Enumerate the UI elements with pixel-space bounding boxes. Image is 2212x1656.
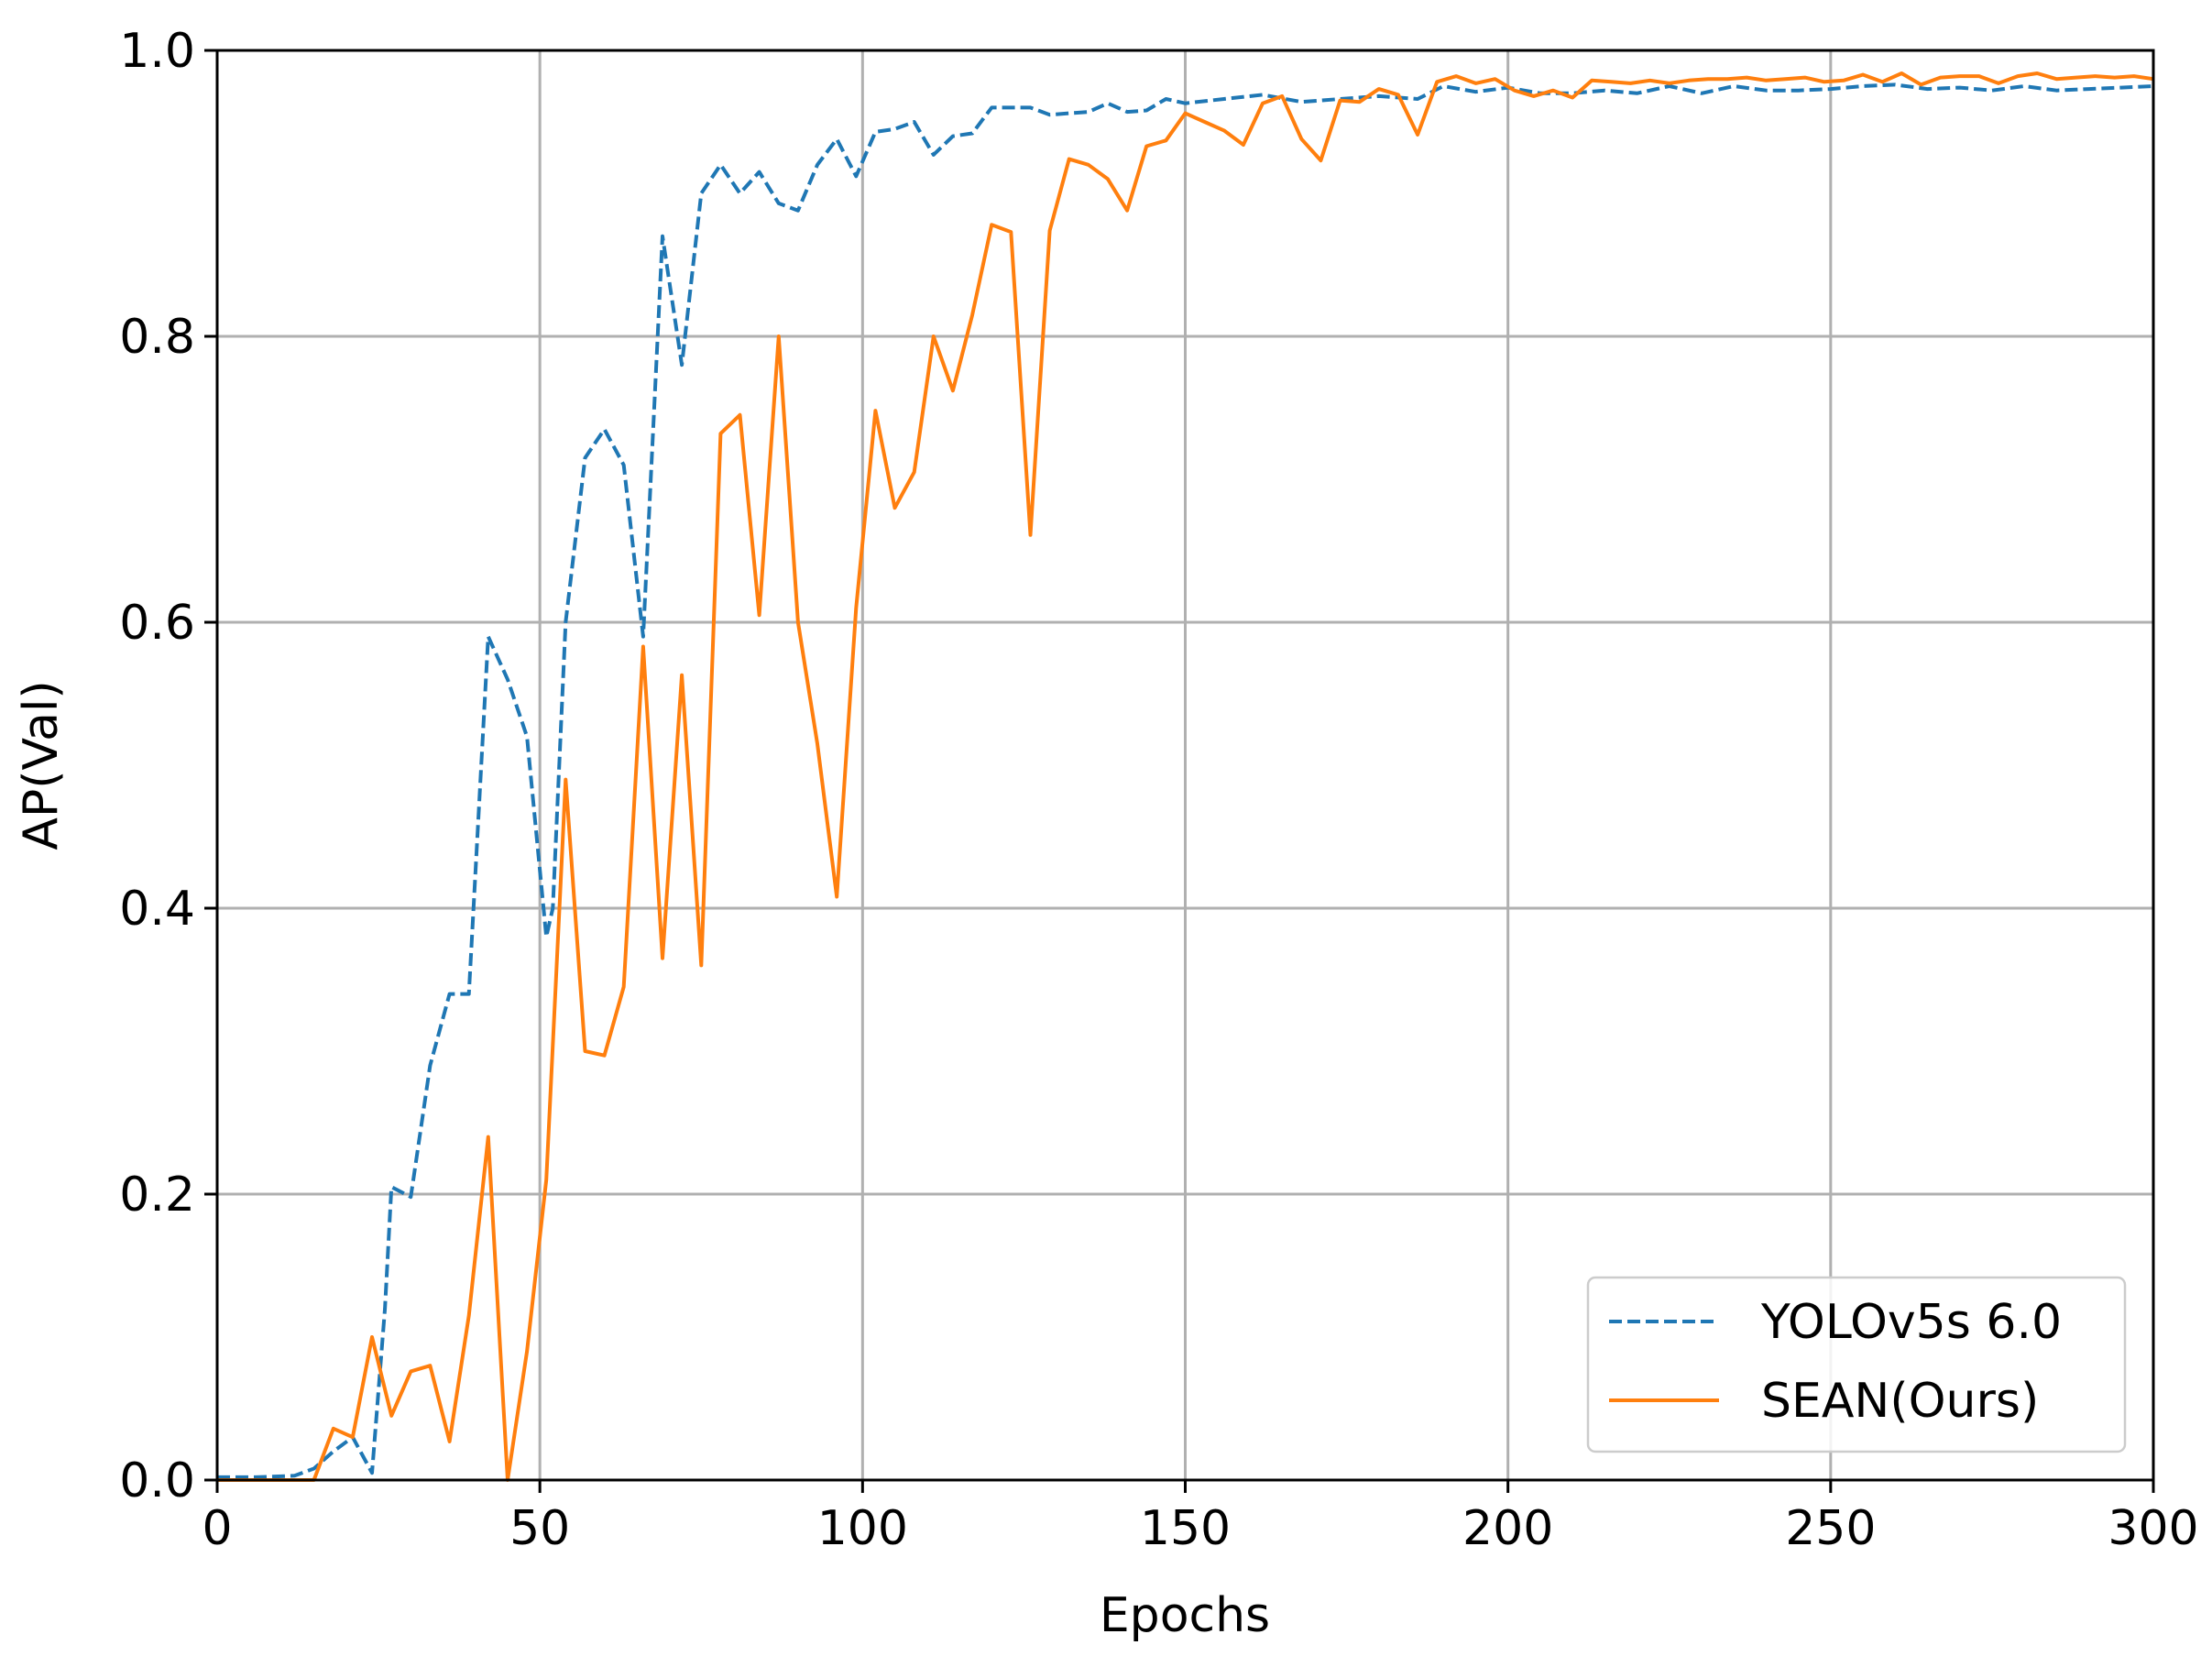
legend-label-yolov5s: YOLOv5s 6.0 <box>1760 1295 2062 1350</box>
x-tick-label: 200 <box>1462 1501 1553 1556</box>
y-axis-label: AP(Val) <box>14 680 69 850</box>
y-tick-label: 0.0 <box>119 1453 195 1508</box>
series-line-yolov5s-6-0 <box>217 82 2154 1479</box>
y-tick-label: 0.2 <box>119 1168 195 1223</box>
x-tick-label: 150 <box>1140 1501 1231 1556</box>
y-axis-ticks: 0.0 0.2 0.4 0.6 0.8 1.0 <box>119 24 217 1508</box>
x-axis-ticks: 0 50 100 150 200 250 300 <box>202 1480 2199 1556</box>
series-line-sean-ours <box>217 71 2154 1482</box>
legend: YOLOv5s 6.0 SEAN(Ours) <box>1586 1276 2127 1453</box>
x-tick-label: 300 <box>2108 1501 2198 1556</box>
series-lines <box>217 71 2154 1482</box>
y-tick-label: 0.4 <box>119 882 195 937</box>
x-tick-label: 100 <box>817 1501 908 1556</box>
y-tick-label: 0.6 <box>119 596 195 651</box>
x-tick-label: 50 <box>509 1501 570 1556</box>
y-tick-label: 0.8 <box>119 310 195 365</box>
x-axis-label: Epochs <box>1100 1588 1270 1643</box>
legend-label-sean: SEAN(Ours) <box>1761 1374 2039 1429</box>
x-tick-label: 0 <box>202 1501 232 1556</box>
legend-box <box>1586 1276 2127 1453</box>
y-tick-label: 1.0 <box>119 24 195 79</box>
x-tick-label: 250 <box>1785 1501 1876 1556</box>
